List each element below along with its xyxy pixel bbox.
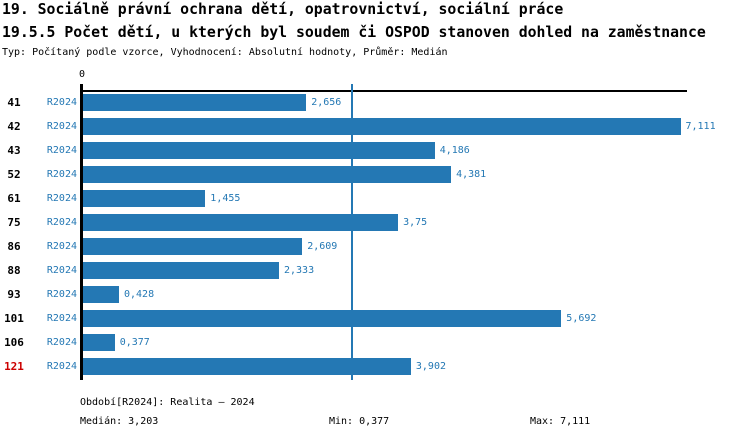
- bar: [83, 262, 279, 279]
- bar-value-label: 5,692: [566, 313, 597, 324]
- chart-row: 121 R2024 3,902: [0, 358, 750, 375]
- bar: [83, 286, 119, 303]
- chart-row: 86 R2024 2,609: [0, 238, 750, 255]
- row-category-label: 41: [7, 96, 21, 109]
- row-series-label: R2024: [46, 361, 77, 372]
- row-category-label: 52: [7, 168, 21, 181]
- row-series-label: R2024: [46, 121, 77, 132]
- row-category-label: 101: [4, 312, 24, 325]
- period-label: Období[R2024]: Realita – 2024: [80, 397, 255, 408]
- row-category-label: 93: [7, 288, 21, 301]
- median-gridline: [351, 84, 354, 380]
- axis-zero-label: 0: [78, 69, 86, 80]
- bar: [83, 166, 452, 183]
- bar-value-label: 1,455: [210, 193, 241, 204]
- row-series-label: R2024: [46, 193, 77, 204]
- row-series-label: R2024: [46, 265, 77, 276]
- bar-value-label: 7,111: [685, 121, 716, 132]
- bar: [83, 238, 303, 255]
- chart-row: 75 R2024 3,75: [0, 214, 750, 231]
- median-stat: Medián: 3,203: [80, 416, 159, 427]
- row-category-label: 106: [4, 336, 24, 349]
- bar-value-label: 2,609: [307, 241, 338, 252]
- row-category-label: 43: [7, 144, 21, 157]
- bar-value-label: 3,75: [403, 217, 428, 228]
- chart-row: 61 R2024 1,455: [0, 190, 750, 207]
- bar: [83, 310, 562, 327]
- chart-row: 43 R2024 4,186: [0, 142, 750, 159]
- chart-row: 106 R2024 0,377: [0, 334, 750, 351]
- chart-row: 52 R2024 4,381: [0, 166, 750, 183]
- row-category-label: 121: [4, 360, 24, 373]
- bar: [83, 190, 206, 207]
- report-subtitle: 19.5.5 Počet dětí, u kterých byl soudem …: [2, 24, 706, 41]
- row-series-label: R2024: [46, 97, 77, 108]
- bar: [83, 142, 435, 159]
- bar-value-label: 0,428: [124, 289, 155, 300]
- row-category-label: 75: [7, 216, 21, 229]
- report-title: 19. Sociálně právní ochrana dětí, opatro…: [2, 1, 564, 18]
- x-axis-line: [80, 90, 687, 92]
- row-series-label: R2024: [46, 145, 77, 156]
- row-category-label: 42: [7, 120, 21, 133]
- bar-value-label: 2,656: [311, 97, 342, 108]
- chart-row: 88 R2024 2,333: [0, 262, 750, 279]
- bar-value-label: 3,902: [415, 361, 446, 372]
- row-series-label: R2024: [46, 337, 77, 348]
- bar: [83, 358, 411, 375]
- bar: [83, 94, 307, 111]
- row-series-label: R2024: [46, 217, 77, 228]
- bar-value-label: 4,381: [456, 169, 487, 180]
- bar: [83, 214, 399, 231]
- bar: [83, 118, 681, 135]
- chart-row: 93 R2024 0,428: [0, 286, 750, 303]
- min-stat: Min: 0,377: [329, 416, 390, 427]
- row-category-label: 61: [7, 192, 21, 205]
- chart-row: 41 R2024 2,656: [0, 94, 750, 111]
- bar-value-label: 4,186: [439, 145, 470, 156]
- bar-value-label: 0,377: [119, 337, 150, 348]
- row-category-label: 88: [7, 264, 21, 277]
- bar-value-label: 2,333: [284, 265, 315, 276]
- row-series-label: R2024: [46, 241, 77, 252]
- max-stat: Max: 7,111: [530, 416, 591, 427]
- y-axis-line: [80, 84, 83, 380]
- report-meta-line: Typ: Počítaný podle vzorce, Vyhodnocení:…: [2, 47, 448, 58]
- chart-row: 42 R2024 7,111: [0, 118, 750, 135]
- bar: [83, 334, 115, 351]
- chart-row: 101 R2024 5,692: [0, 310, 750, 327]
- row-series-label: R2024: [46, 169, 77, 180]
- row-series-label: R2024: [46, 289, 77, 300]
- row-category-label: 86: [7, 240, 21, 253]
- row-series-label: R2024: [46, 313, 77, 324]
